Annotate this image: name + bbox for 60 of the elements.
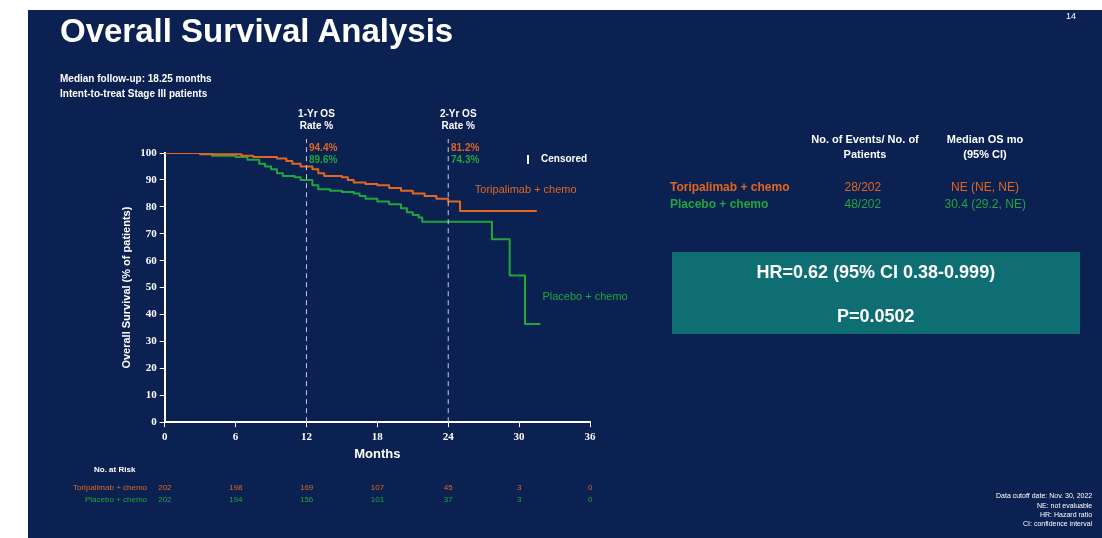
x-tick-label: 18	[371, 429, 384, 442]
text: 48/202	[844, 197, 882, 211]
y-axis-title: Overall Survival (% of patients)	[119, 206, 132, 369]
annotation: Censored	[541, 153, 588, 164]
text: 3	[517, 483, 522, 492]
x-tick-label: 6	[232, 429, 239, 442]
text: No. of Events/ No. of Patients	[810, 132, 920, 163]
chart-title: Overall Survival Analysis	[60, 12, 454, 50]
x-tick-label: 30	[513, 429, 526, 442]
text: 14	[1066, 11, 1077, 21]
ref-line-label: 2-Yr OS Rate %	[439, 108, 477, 131]
y-tick-label: 30	[145, 334, 158, 347]
text: Toripalimab + chemo	[670, 180, 790, 194]
text: 107	[370, 483, 385, 492]
y-tick-label: 80	[145, 199, 158, 212]
text: 202	[158, 495, 172, 504]
ref-line-label: 1-Yr OS Rate %	[298, 108, 336, 131]
text: 194	[229, 495, 243, 504]
text: Toripalimab + chemo	[73, 483, 148, 492]
text: 202	[158, 483, 172, 492]
text: Placebo + chemo	[670, 197, 769, 211]
series-label: Toripalimab + chemo	[474, 182, 577, 195]
text: Placebo + chemo	[85, 495, 148, 504]
y-tick-label: 40	[145, 307, 158, 320]
text: 37	[443, 495, 453, 504]
text: 45	[443, 483, 453, 492]
text: 156	[299, 495, 314, 504]
y-tick-label: 0	[151, 415, 158, 428]
text: 28/202	[844, 180, 882, 194]
annotation: 89.6%	[309, 154, 338, 165]
text: No. at Risk	[94, 465, 136, 474]
y-tick-label: 10	[145, 388, 158, 401]
text: 0	[588, 495, 593, 504]
text: 30.4 (29.2, NE)	[944, 197, 1026, 211]
text: P=0.0502	[837, 306, 915, 327]
y-tick-label: 50	[145, 280, 158, 293]
y-tick-label: 20	[145, 361, 158, 374]
y-tick-label: 90	[145, 172, 158, 185]
text: Median follow-up: 18.25 months	[60, 73, 212, 84]
text: Intent-to-treat Stage III patients	[60, 88, 208, 99]
text: 101	[370, 495, 385, 504]
annotation: 74.3%	[451, 154, 480, 165]
annotation: 81.2%	[451, 142, 480, 153]
annotation: 94.4%	[309, 142, 338, 153]
x-tick-label: 36	[584, 429, 596, 442]
x-tick-label: 0	[161, 429, 168, 442]
series-label: Placebo + chemo	[542, 289, 628, 302]
y-tick-label: 70	[145, 226, 158, 239]
text: HR=0.62 (95% CI 0.38-0.999)	[756, 262, 996, 283]
x-tick-label: 24	[442, 429, 455, 442]
text: 169	[299, 483, 314, 492]
text: NE (NE, NE)	[951, 180, 1020, 194]
text: 0	[588, 483, 593, 492]
x-axis-title: Months	[354, 445, 401, 461]
y-tick-label: 60	[145, 253, 158, 266]
text: 3	[517, 495, 522, 504]
y-tick-label: 100	[140, 145, 158, 158]
x-tick-label: 12	[300, 429, 313, 442]
text: Median OS mo (95% CI)	[945, 132, 1025, 163]
text: 198	[229, 483, 243, 492]
